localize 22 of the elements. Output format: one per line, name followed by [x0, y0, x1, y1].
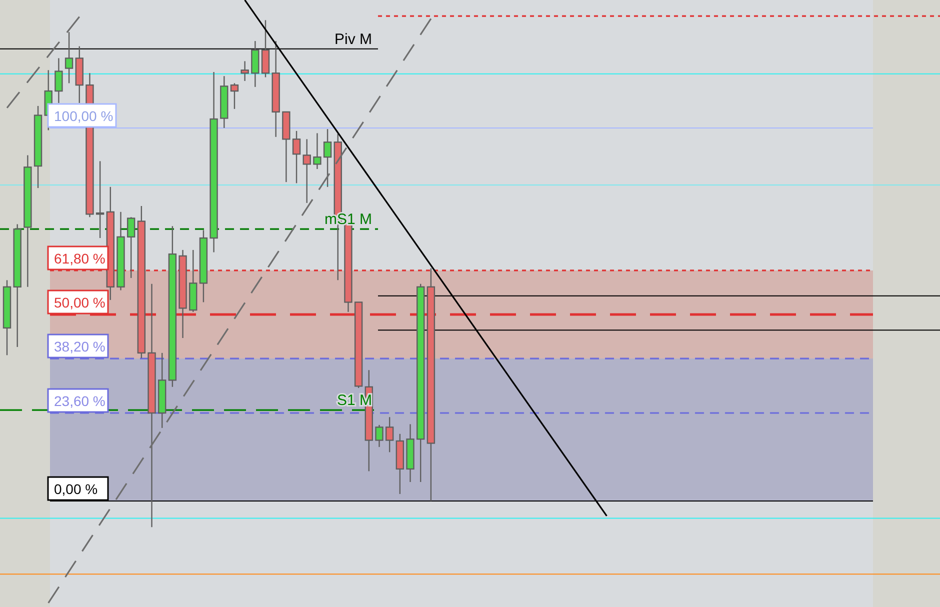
ref-line-label: 100,00 % [54, 108, 114, 124]
candlestick [302, 138, 311, 204]
candlestick [313, 132, 322, 170]
ref-line-label: S1 M [336, 392, 372, 410]
candlestick [261, 20, 270, 78]
ref-line-label: 23,60 % [54, 393, 106, 409]
ref-line-label: 61,80 % [54, 250, 106, 266]
candlestick [96, 160, 104, 239]
candlestick [126, 216, 136, 279]
candlestick [375, 424, 384, 448]
ref-line-label: Piv M [334, 30, 372, 48]
candlestick [64, 31, 74, 84]
candlestick [323, 128, 332, 188]
candlestick [251, 40, 260, 88]
ref-line-label: 38,20 % [54, 338, 106, 355]
candlestick [385, 416, 394, 453]
candlestick [292, 130, 301, 184]
candlestick [230, 82, 239, 110]
candlestick [54, 58, 63, 104]
candlestick [240, 60, 249, 82]
ref-line-label: 0,00 % [54, 481, 98, 498]
ref-line-label: 50,00 % [54, 294, 106, 311]
